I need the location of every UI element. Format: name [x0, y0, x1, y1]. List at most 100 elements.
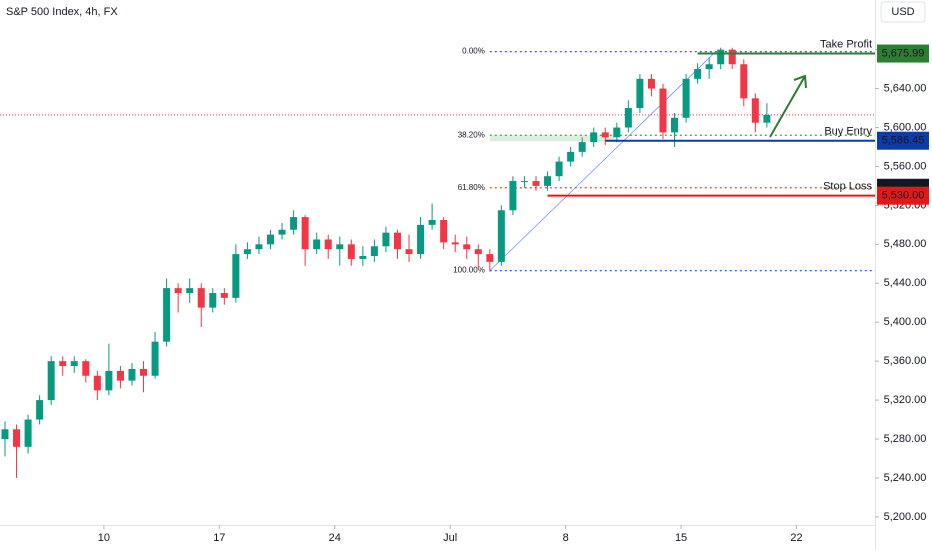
candle-body	[590, 132, 598, 143]
candle-body	[301, 217, 309, 250]
candle-body	[209, 293, 217, 308]
trade-level-name: Stop Loss	[823, 181, 872, 193]
candle-body	[105, 370, 113, 391]
candle-body	[740, 64, 748, 99]
candle-body	[624, 108, 632, 128]
candle-body	[636, 78, 644, 109]
candle-body	[59, 361, 67, 367]
x-tick-label: 10	[98, 532, 110, 544]
x-tick-label: 22	[790, 532, 802, 544]
projection-arrow	[769, 74, 807, 138]
candle-body	[24, 419, 32, 447]
candle-body	[578, 142, 586, 152]
trade-level-name: Take Profit	[820, 38, 872, 50]
candle-body	[694, 69, 702, 79]
y-tick-label: 5,400.00	[884, 316, 927, 328]
candle-body	[197, 288, 205, 308]
candle-body	[497, 210, 505, 262]
candle-body	[474, 249, 482, 255]
candle-body	[220, 293, 228, 298]
candle-body	[93, 375, 101, 391]
candle-body	[647, 78, 655, 89]
candle-body	[463, 244, 471, 250]
candle-body	[555, 161, 563, 177]
candle-body	[82, 361, 90, 376]
candle-body	[440, 220, 448, 243]
candle-body	[255, 244, 263, 250]
candle-body	[243, 249, 251, 255]
y-tick-label: 5,200.00	[884, 511, 927, 523]
candle-body	[486, 254, 494, 262]
candle-body	[290, 217, 298, 230]
candle-body	[267, 234, 275, 245]
fib-level-label: 38.20%	[458, 130, 485, 139]
price-tag	[877, 186, 929, 205]
price-tag-label: 5,586.45	[882, 135, 925, 147]
chart-title: S&P 500 Index, 4h, FX	[6, 6, 118, 18]
candle-body	[520, 181, 528, 183]
x-tick-label: 24	[329, 532, 341, 544]
candle-body	[47, 361, 55, 401]
candle-body	[451, 242, 459, 245]
y-tick-label: 5,280.00	[884, 433, 927, 445]
candle-body	[278, 229, 286, 235]
candle-body	[717, 49, 725, 65]
y-tick-label: 5,240.00	[884, 472, 927, 484]
fib-level-label: 100.00%	[453, 266, 485, 275]
y-tick-label: 5,360.00	[884, 355, 927, 367]
candle-body	[116, 370, 124, 381]
candle-body	[163, 288, 171, 342]
price-tag	[877, 44, 929, 63]
candle-body	[751, 98, 759, 123]
candle-body	[347, 244, 355, 259]
y-tick-label: 5,600.00	[884, 121, 927, 133]
x-tick-label: 17	[213, 532, 225, 544]
y-tick-label: 5,440.00	[884, 277, 927, 289]
candle-body	[428, 220, 436, 225]
y-tick-label: 5,480.00	[884, 238, 927, 250]
candle-body	[36, 400, 44, 420]
y-tick-label: 5,640.00	[884, 82, 927, 94]
fib-zone	[489, 135, 615, 142]
candle-body	[140, 368, 148, 376]
candle-body	[393, 232, 401, 250]
candle-body	[70, 361, 78, 367]
candle-body	[359, 256, 367, 259]
candle-body	[509, 181, 517, 211]
candle-body	[417, 224, 425, 255]
x-tick-label: 8	[563, 532, 569, 544]
currency-label: USD	[891, 6, 914, 18]
x-tick-label: 15	[675, 532, 687, 544]
price-tag-label: 5,675.99	[882, 47, 925, 59]
candle-body	[382, 232, 390, 247]
candle-body	[728, 49, 736, 65]
candle-body	[544, 176, 552, 186]
y-tick-label: 5,320.00	[884, 394, 927, 406]
candle-body	[567, 151, 575, 162]
candle-body	[532, 181, 540, 186]
candle-body	[324, 239, 332, 250]
candle-body	[370, 246, 378, 257]
candle-body	[313, 239, 321, 250]
candle-body	[151, 341, 159, 376]
candle-body	[1, 429, 9, 440]
currency-button[interactable]	[880, 1, 926, 23]
candle-body	[763, 114, 771, 123]
price-tag	[877, 131, 929, 150]
y-tick-label: 5,560.00	[884, 160, 927, 172]
candle-body	[186, 288, 194, 294]
candle-body	[705, 64, 713, 70]
candle-body	[336, 244, 344, 250]
candle-body	[682, 78, 690, 118]
fib-level-label: 0.00%	[462, 47, 485, 56]
candle-body	[659, 88, 667, 133]
candle-body	[13, 429, 21, 447]
fib-trend-line	[489, 51, 716, 271]
price-tag-label: 5,530.00	[882, 190, 925, 202]
candle-body	[601, 132, 609, 138]
candle-body	[613, 127, 621, 138]
fib-level-label: 61.80%	[458, 183, 485, 192]
candle-body	[671, 117, 679, 133]
candle-body	[232, 254, 240, 298]
